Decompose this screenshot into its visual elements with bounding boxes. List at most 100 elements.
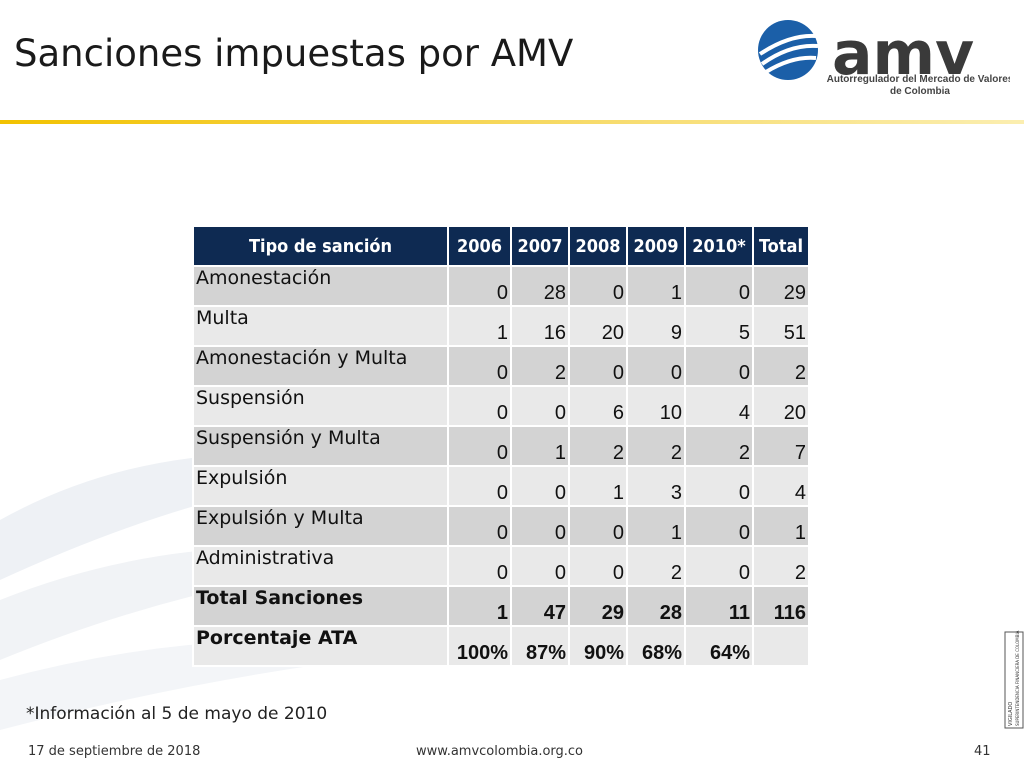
cell: 1 [568, 465, 628, 507]
table-row: Amonestación y Multa 0 2 0 0 0 2 [192, 345, 810, 387]
table-row: Suspensión y Multa 0 1 2 2 2 7 [192, 425, 810, 467]
cell: 0 [684, 345, 754, 387]
cell: 9 [626, 305, 686, 347]
cell: 64% [684, 625, 754, 667]
cell: 0 [684, 465, 754, 507]
table-row: Administrativa 0 0 0 2 0 2 [192, 545, 810, 587]
table-row: Expulsión y Multa 0 0 0 1 0 1 [192, 505, 810, 547]
cell: 68% [626, 625, 686, 667]
cell: 0 [510, 465, 570, 507]
cell: 7 [752, 425, 810, 467]
row-label: Amonestación [192, 265, 449, 307]
cell: 0 [447, 345, 512, 387]
row-label: Multa [192, 305, 449, 347]
cell: 90% [568, 625, 628, 667]
table-header: Tipo de sanción 2006 2007 2008 2009 2010* Tota… [192, 225, 810, 267]
cell: 6 [568, 385, 628, 427]
cell: 51 [752, 305, 810, 347]
cell: 1 [626, 265, 686, 307]
table-row: Suspensión 0 0 6 10 4 20 [192, 385, 810, 427]
cell: 1 [626, 505, 686, 547]
row-label: Expulsión y Multa [192, 505, 449, 547]
row-label: Administrativa [192, 545, 449, 587]
header-cell: Total [752, 225, 810, 267]
cell: 2 [626, 425, 686, 467]
cell: 0 [510, 545, 570, 587]
cell: 1 [447, 585, 512, 627]
cell: 0 [447, 505, 512, 547]
cell: 4 [684, 385, 754, 427]
title-rule [0, 120, 1024, 124]
logo-subtitle: Autorregulador del Mercado de Valores [827, 74, 1010, 85]
cell: 0 [510, 505, 570, 547]
cell: 0 [568, 265, 628, 307]
cell: 0 [568, 545, 628, 587]
row-label: Suspensión y Multa [192, 425, 449, 467]
row-label: Total Sanciones [192, 585, 449, 627]
cell: 4 [752, 465, 810, 507]
cell: 3 [626, 465, 686, 507]
cell: 28 [626, 585, 686, 627]
sanctions-table: Tipo de sanción 2006 2007 2008 2009 2010* Tota… [192, 225, 810, 667]
cell: 29 [752, 265, 810, 307]
row-label: Porcentaje ATA [192, 625, 449, 667]
cell: 0 [626, 345, 686, 387]
cell: 2 [510, 345, 570, 387]
cell: 0 [510, 385, 570, 427]
table-row: Amonestación 0 28 0 1 0 29 [192, 265, 810, 307]
cell: 0 [684, 545, 754, 587]
cell: 0 [568, 345, 628, 387]
row-label: Expulsión [192, 465, 449, 507]
cell: 0 [447, 545, 512, 587]
stamp-org: SUPERINTENDENCIA FINANCIERA DE COLOMBIA [1015, 630, 1020, 726]
cell: 20 [752, 385, 810, 427]
cell: 2 [568, 425, 628, 467]
cell: 11 [684, 585, 754, 627]
slide-title: Sanciones impuestas por AMV [14, 32, 574, 75]
cell: 29 [568, 585, 628, 627]
cell: 5 [684, 305, 754, 347]
cell: 2 [684, 425, 754, 467]
footer-date: 17 de septiembre de 2018 [28, 744, 201, 759]
cell: 20 [568, 305, 628, 347]
header-cell: 2010* [684, 225, 754, 267]
cell: 100% [447, 625, 512, 667]
cell: 1 [752, 505, 810, 547]
header-cell: 2007 [510, 225, 570, 267]
logo: amv Autorregulador del Mercado de Valore… [758, 19, 1010, 97]
page-number: 41 [974, 744, 991, 759]
cell: 2 [626, 545, 686, 587]
header-cell: 2006 [447, 225, 512, 267]
side-stamp: VIGILADO SUPERINTENDENCIA FINANCIERA DE … [1004, 630, 1024, 729]
cell: 87% [510, 625, 570, 667]
table-row: Porcentaje ATA 100% 87% 90% 68% 64% [192, 625, 810, 667]
table-row: Multa 1 16 20 9 5 51 [192, 305, 810, 347]
cell: 28 [510, 265, 570, 307]
header-cell: Tipo de sanción [192, 225, 449, 267]
cell: 0 [447, 425, 512, 467]
cell: 1 [510, 425, 570, 467]
logo-name: amv [832, 19, 974, 89]
cell: 0 [447, 385, 512, 427]
table-row: Expulsión 0 0 1 3 0 4 [192, 465, 810, 507]
cell: 0 [568, 505, 628, 547]
logo-subtitle: de Colombia [890, 86, 950, 97]
header-cell: 2008 [568, 225, 628, 267]
row-label: Amonestación y Multa [192, 345, 449, 387]
header-cell: 2009 [626, 225, 686, 267]
table-row: Total Sanciones 1 47 29 28 11 116 [192, 585, 810, 627]
stamp-word: VIGILADO [1008, 702, 1014, 726]
cell: 16 [510, 305, 570, 347]
cell: 47 [510, 585, 570, 627]
cell: 0 [684, 265, 754, 307]
cell: 10 [626, 385, 686, 427]
cell: 1 [447, 305, 512, 347]
row-label: Suspensión [192, 385, 449, 427]
cell: 2 [752, 545, 810, 587]
cell: 0 [684, 505, 754, 547]
footer-url: www.amvcolombia.org.co [416, 744, 584, 759]
cell: 116 [752, 585, 810, 627]
cell: 2 [752, 345, 810, 387]
empty-cell [752, 625, 810, 667]
